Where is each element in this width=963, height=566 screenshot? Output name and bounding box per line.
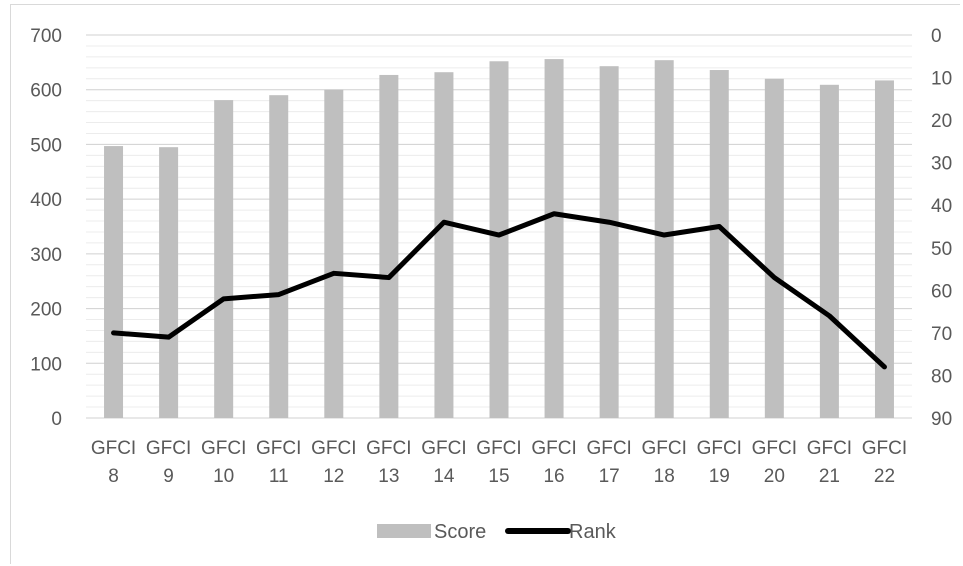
left-axis-tick-label: 600: [30, 81, 62, 102]
score-bar: [104, 146, 124, 418]
right-axis-tick-label: 10: [931, 69, 952, 90]
score-bar: [819, 84, 839, 418]
score-bar: [434, 72, 454, 418]
score-bar: [324, 89, 344, 418]
right-axis-tick-label: 0: [931, 26, 942, 47]
right-axis-tick-label: 50: [931, 239, 952, 260]
category-label: 20: [764, 466, 785, 487]
right-axis-ticks: 0 10 20 30 40 50 60 70 80 90: [931, 26, 952, 430]
category-label: 10: [213, 466, 234, 487]
category-label: 13: [378, 466, 399, 487]
category-label: 12: [323, 466, 344, 487]
left-axis-tick-label: 700: [30, 26, 62, 47]
category-label: GFCI: [862, 438, 907, 459]
score-bar: [214, 100, 234, 419]
category-label: 21: [819, 466, 840, 487]
score-bar: [874, 80, 894, 419]
category-label: GFCI: [91, 438, 136, 459]
score-bar: [379, 74, 399, 418]
score-bar: [269, 95, 289, 418]
right-axis-tick-label: 90: [931, 409, 952, 430]
right-axis-tick-label: 20: [931, 111, 952, 132]
category-label: GFCI: [531, 438, 576, 459]
chart-frame: [10, 4, 960, 564]
category-label: 22: [874, 466, 895, 487]
category-labels: GFCI 8 GFCI 9 GFCI 10 GFCI 11 GFCI 12 GFCI 13 GFCI 14…: [91, 438, 907, 487]
right-axis-tick-label: 30: [931, 154, 952, 175]
category-label: GFCI: [201, 438, 246, 459]
score-bar: [489, 61, 509, 419]
category-label: 9: [163, 466, 174, 487]
category-label: 14: [433, 466, 455, 487]
left-axis-tick-label: 200: [30, 300, 62, 321]
category-label: GFCI: [256, 438, 301, 459]
category-label: GFCI: [697, 438, 742, 459]
left-axis-tick-label: 100: [30, 354, 62, 375]
category-label: GFCI: [476, 438, 521, 459]
category-label: 17: [599, 466, 620, 487]
left-axis-tick-label: 300: [30, 245, 62, 266]
category-label: GFCI: [311, 438, 356, 459]
legend: Score Rank: [377, 521, 617, 543]
left-axis-tick-label: 500: [30, 135, 62, 156]
category-label: GFCI: [146, 438, 191, 459]
category-label: 16: [543, 466, 564, 487]
rank-line: [111, 211, 887, 370]
score-bar: [764, 78, 784, 419]
category-label: GFCI: [421, 438, 466, 459]
score-bars: [104, 59, 894, 419]
category-label: GFCI: [752, 438, 797, 459]
score-bar: [654, 60, 674, 418]
score-bar: [159, 147, 179, 418]
category-label: 15: [488, 466, 509, 487]
category-label: 8: [108, 466, 119, 487]
category-label: GFCI: [586, 438, 631, 459]
score-bar: [709, 70, 729, 418]
left-axis-tick-label: 0: [51, 409, 62, 430]
legend-rank-label: Rank: [569, 521, 617, 543]
category-label: GFCI: [366, 438, 411, 459]
legend-score-swatch: [377, 524, 431, 538]
rank-series-line: [111, 211, 887, 370]
right-axis-tick-label: 80: [931, 366, 952, 387]
left-axis-ticks: 0 100 200 300 400 500 600 700: [30, 26, 62, 430]
right-axis-tick-label: 40: [931, 196, 952, 217]
score-bar: [599, 66, 619, 419]
score-bar: [544, 59, 564, 419]
legend-score-label: Score: [434, 521, 486, 543]
category-label: GFCI: [807, 438, 852, 459]
category-label: 18: [654, 466, 675, 487]
left-axis-tick-label: 400: [30, 190, 62, 211]
category-label: GFCI: [642, 438, 687, 459]
category-label: 11: [269, 466, 289, 487]
category-label: 19: [709, 466, 730, 487]
right-axis-tick-label: 60: [931, 281, 952, 302]
right-axis-tick-label: 70: [931, 324, 952, 345]
